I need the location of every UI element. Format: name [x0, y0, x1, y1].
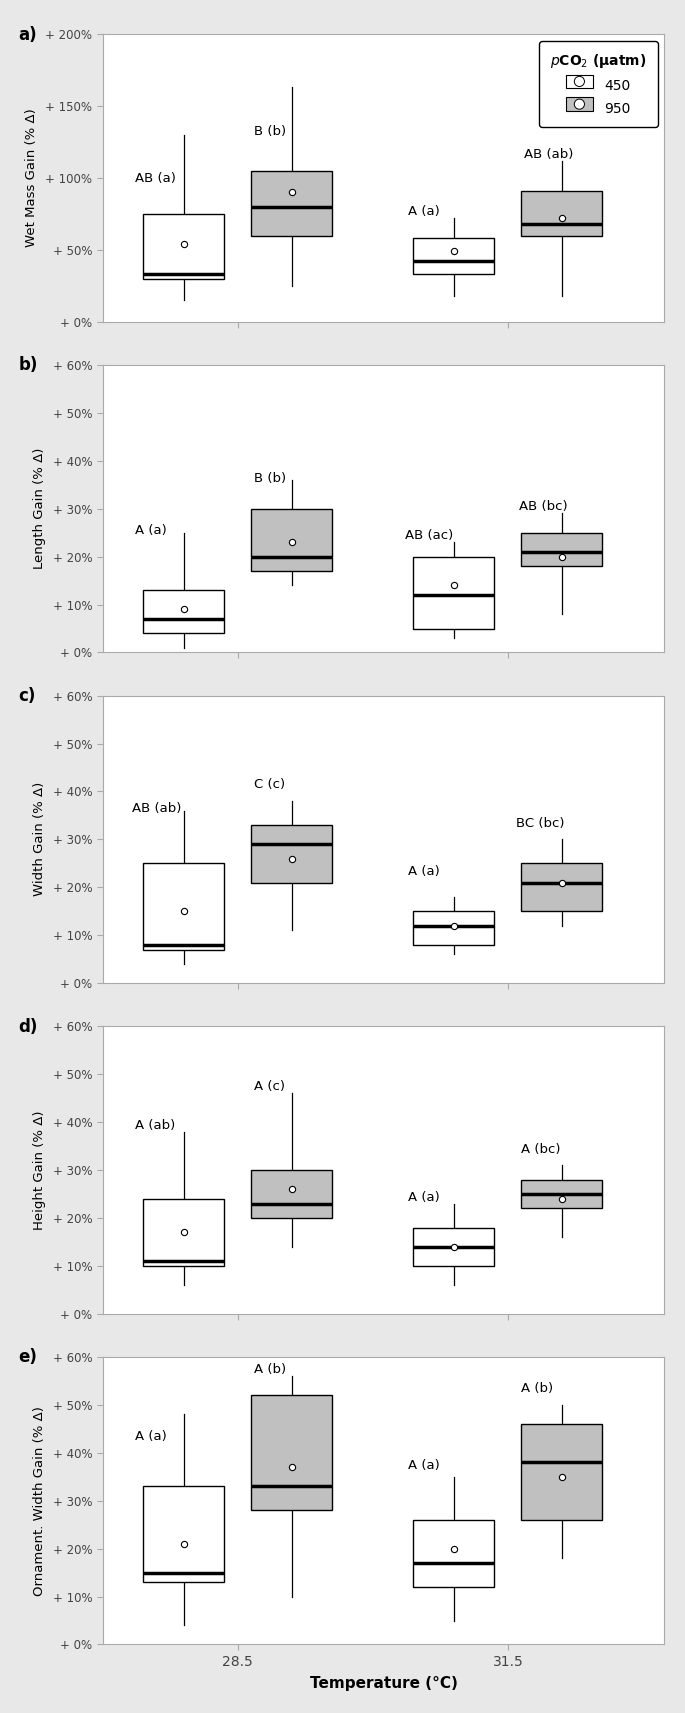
Bar	[251, 509, 332, 570]
Bar	[521, 190, 602, 236]
Bar	[413, 1228, 495, 1266]
Text: e): e)	[18, 1348, 38, 1367]
Y-axis label: Wet Mass Gain (% Δ): Wet Mass Gain (% Δ)	[25, 108, 38, 247]
Bar	[143, 591, 224, 634]
Bar	[143, 1199, 224, 1266]
Bar	[413, 557, 495, 629]
Text: AB (bc): AB (bc)	[519, 500, 567, 514]
Text: AB (ac): AB (ac)	[406, 529, 453, 543]
Text: C (c): C (c)	[254, 778, 285, 791]
Y-axis label: Length Gain (% Δ): Length Gain (% Δ)	[33, 449, 46, 569]
Y-axis label: Width Gain (% Δ): Width Gain (% Δ)	[33, 783, 46, 896]
Bar	[251, 171, 332, 236]
Text: a): a)	[18, 26, 37, 43]
Bar	[251, 1396, 332, 1511]
Bar	[521, 1424, 602, 1519]
Text: AB (ab): AB (ab)	[132, 802, 182, 815]
Bar	[251, 1170, 332, 1218]
Text: A (a): A (a)	[135, 1430, 167, 1442]
Y-axis label: Ornament. Width Gain (% Δ): Ornament. Width Gain (% Δ)	[33, 1406, 46, 1595]
X-axis label: Temperature (°C): Temperature (°C)	[310, 1675, 458, 1691]
Text: c): c)	[18, 687, 36, 706]
Bar	[143, 863, 224, 949]
Bar	[413, 238, 495, 274]
Bar	[521, 533, 602, 567]
Bar	[413, 911, 495, 946]
Text: A (a): A (a)	[408, 1459, 440, 1471]
Text: B (b): B (b)	[254, 125, 286, 137]
Text: AB (a): AB (a)	[135, 173, 176, 185]
Bar	[251, 826, 332, 882]
Bar	[521, 863, 602, 911]
Text: A (c): A (c)	[254, 1081, 285, 1093]
Bar	[143, 214, 224, 279]
Text: A (b): A (b)	[254, 1364, 286, 1376]
Text: A (ab): A (ab)	[135, 1119, 175, 1132]
Text: A (a): A (a)	[408, 206, 440, 218]
Text: AB (ab): AB (ab)	[524, 147, 573, 161]
Text: A (a): A (a)	[135, 524, 167, 538]
Bar	[521, 1180, 602, 1208]
Text: A (a): A (a)	[408, 1191, 440, 1204]
Legend: 450, 950: 450, 950	[539, 41, 658, 127]
Text: B (b): B (b)	[254, 471, 286, 485]
Text: A (bc): A (bc)	[521, 1143, 560, 1156]
Text: d): d)	[18, 1018, 38, 1036]
Bar	[413, 1519, 495, 1586]
Text: A (a): A (a)	[408, 865, 440, 877]
Text: BC (bc): BC (bc)	[516, 817, 565, 829]
Text: b): b)	[18, 356, 38, 375]
Text: A (b): A (b)	[521, 1382, 553, 1396]
Bar	[143, 1487, 224, 1583]
Y-axis label: Height Gain (% Δ): Height Gain (% Δ)	[33, 1110, 46, 1230]
